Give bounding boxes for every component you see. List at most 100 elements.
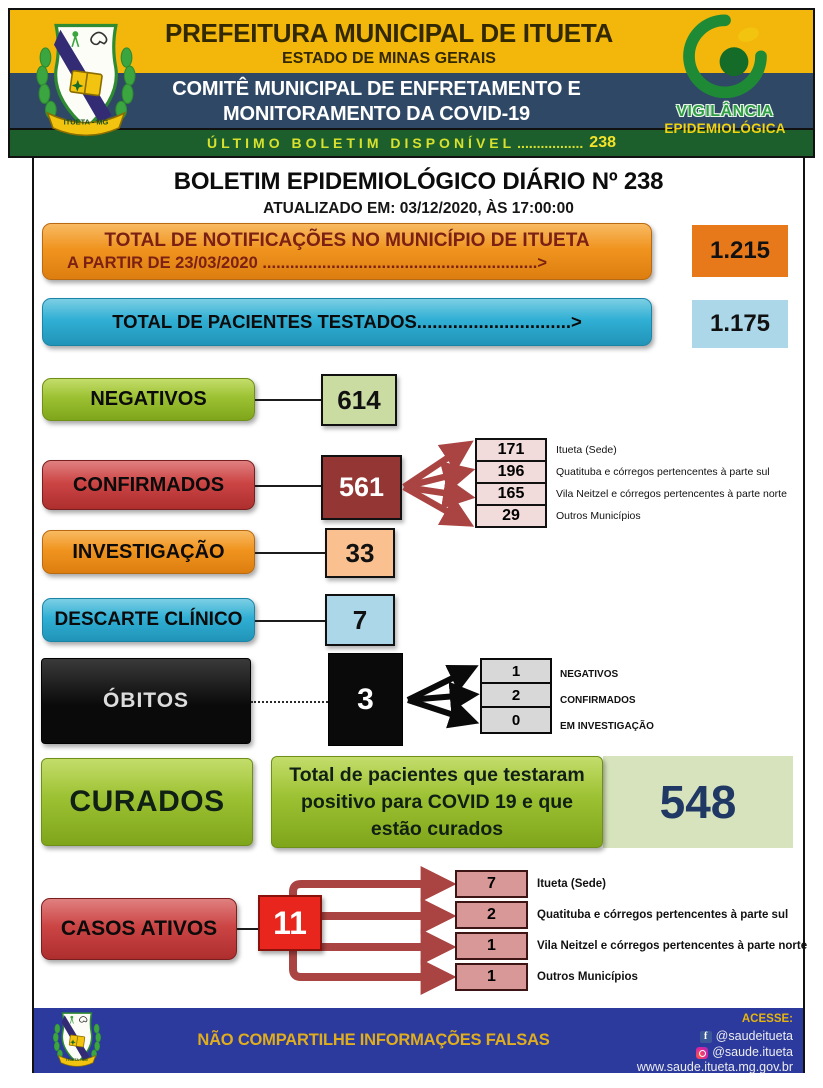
committee-band: COMITÊ MUNICIPAL DE ENFRETAMENTO E MONIT…: [10, 73, 813, 128]
breakdown-label: NEGATIVOS: [560, 669, 619, 680]
breakdown-value: 0: [482, 708, 550, 732]
breakdown-value: 1: [482, 660, 550, 684]
footer-message: NÃO COMPARTILHE INFORMAÇÕES FALSAS: [197, 1031, 550, 1049]
last-bulletin-dots: .................: [517, 135, 584, 151]
negativos-connector: [255, 399, 321, 401]
casos-ativos-value: 11: [258, 895, 322, 951]
confirmados-breakdown: 171 Itueta (Sede) 196 Quatituba e córreg…: [475, 438, 787, 528]
last-bulletin-number: 238: [589, 134, 616, 151]
estado-subtitle: ESTADO DE MINAS GERAIS: [282, 49, 496, 67]
city-crest-icon: [30, 17, 142, 145]
notifications-label-line2: A PARTIR DE 23/03/2020 .................…: [67, 254, 548, 272]
descarte-label: DESCARTE CLÍNICO: [54, 609, 243, 630]
instagram-handle: @saude.itueta: [712, 1045, 793, 1059]
breakdown-value: 171: [475, 438, 547, 462]
header: PREFEITURA MUNICIPAL DE ITUETA ESTADO DE…: [8, 8, 815, 158]
acesse-label: ACESSE:: [741, 1013, 793, 1025]
content: BOLETIM EPIDEMIOLÓGICO DIÁRIO Nº 238 ATU…: [32, 158, 807, 1075]
tested-banner: TOTAL DE PACIENTES TESTADOS.............…: [42, 298, 652, 346]
obitos-breakdown: 1 2 0: [480, 658, 552, 734]
confirmados-box: CONFIRMADOS: [42, 460, 255, 510]
curados-description: Total de pacientes que testaram positivo…: [289, 763, 585, 840]
breakdown-value: 2: [482, 684, 550, 708]
investigacao-connector: [255, 552, 325, 554]
breakdown-value: 2: [455, 901, 528, 929]
vigilancia-swoosh-icon: [683, 14, 767, 99]
breakdown-value: 196: [475, 460, 547, 484]
casos-ativos-arrows-icon: [289, 866, 457, 995]
facebook-icon: f: [699, 1030, 712, 1043]
tested-value: 1.175: [692, 300, 788, 348]
obitos-box: ÓBITOS: [41, 658, 251, 744]
breakdown-label: Vila Neitzel e córregos pertencentes à p…: [537, 940, 808, 952]
investigacao-value: 33: [325, 528, 395, 578]
breakdown-label: Outros Municípios: [537, 971, 638, 983]
breakdown-row: 171 Itueta (Sede): [475, 438, 787, 462]
descarte-box: DESCARTE CLÍNICO: [42, 598, 255, 642]
website-link[interactable]: www.saude.itueta.mg.gov.br: [636, 1060, 793, 1074]
obitos-connector: [251, 701, 328, 703]
investigacao-label: INVESTIGAÇÃO: [72, 540, 225, 563]
breakdown-label: Vila Neitzel e córregos pertencentes à p…: [556, 488, 787, 500]
breakdown-value: 7: [455, 870, 528, 898]
notifications-label-line1: TOTAL DE NOTIFICAÇÕES NO MUNICÍPIO DE IT…: [104, 230, 590, 251]
curados-label: CURADOS: [69, 785, 225, 818]
footer: NÃO COMPARTILHE INFORMAÇÕES FALSAS ACESS…: [34, 1008, 803, 1075]
vigilancia-word: VIGILÂNCIA: [676, 103, 774, 120]
obitos-arrows-icon: [406, 665, 480, 729]
casos-ativos-connector: [237, 928, 258, 930]
curados-description-box: Total de pacientes que testaram positivo…: [271, 756, 603, 848]
breakdown-value: 1: [455, 963, 528, 991]
instagram-icon: [696, 1046, 709, 1059]
breakdown-row: 29 Outros Municípios: [475, 504, 787, 528]
breakdown-value: 1: [455, 932, 528, 960]
breakdown-row: 165 Vila Neitzel e córregos pertencentes…: [475, 482, 787, 506]
investigacao-box: INVESTIGAÇÃO: [42, 530, 255, 574]
bulletin-title: BOLETIM EPIDEMIOLÓGICO DIÁRIO Nº 238: [173, 168, 664, 195]
breakdown-value: 165: [475, 482, 547, 506]
breakdown-label: Quatituba e córregos pertencentes à part…: [556, 466, 770, 478]
last-bulletin-band: ÚLTIMO BOLETIM DISPONÍVEL ..............…: [10, 128, 813, 156]
confirmados-value: 561: [321, 455, 402, 520]
committee-line2: MONITORAMENTO DA COVID-19: [223, 103, 530, 125]
prefeitura-title: PREFEITURA MUNICIPAL DE ITUETA: [165, 17, 613, 48]
obitos-value: 3: [328, 653, 403, 746]
breakdown-label: EM INVESTIGAÇÃO: [560, 721, 654, 732]
footer-links: ACESSE: f @saudeitueta @saude.itueta www…: [637, 1012, 793, 1075]
casos-ativos-box: CASOS ATIVOS: [41, 898, 237, 960]
negativos-box: NEGATIVOS: [42, 378, 255, 421]
facebook-link[interactable]: f @saudeitueta: [637, 1029, 793, 1044]
negativos-value: 614: [321, 374, 397, 426]
committee-line1: COMITÊ MUNICIPAL DE ENFRETAMENTO E: [172, 78, 581, 100]
breakdown-row: 7 Itueta (Sede): [455, 870, 807, 898]
facebook-handle: @saudeitueta: [715, 1029, 793, 1043]
obitos-breakdown-labels: NEGATIVOS CONFIRMADOS EM INVESTIGAÇÃO: [560, 662, 790, 740]
confirmados-label: CONFIRMADOS: [72, 473, 225, 496]
bulletin-updated: ATUALIZADO EM: 03/12/2020, ÀS 17:00:00: [263, 200, 574, 217]
descarte-connector: [255, 620, 325, 622]
curados-box: CURADOS: [41, 758, 253, 846]
breakdown-value: 29: [475, 504, 547, 528]
confirmados-connector: [255, 485, 321, 487]
descarte-value: 7: [325, 594, 395, 646]
footer-crest-icon: [48, 1009, 106, 1071]
header-yellow-band: PREFEITURA MUNICIPAL DE ITUETA ESTADO DE…: [10, 10, 813, 73]
breakdown-label: CONFIRMADOS: [560, 695, 636, 706]
breakdown-label: Itueta (Sede): [556, 444, 617, 456]
instagram-link[interactable]: @saude.itueta: [637, 1045, 793, 1060]
notifications-value: 1.215: [692, 225, 788, 277]
breakdown-label: Itueta (Sede): [537, 878, 607, 890]
negativos-label: NEGATIVOS: [90, 388, 207, 410]
breakdown-row: 1 Vila Neitzel e córregos pertencentes à…: [455, 932, 807, 960]
last-bulletin-label: ÚLTIMO BOLETIM DISPONÍVEL: [206, 135, 516, 151]
casos-ativos-breakdown: 7 Itueta (Sede) 2 Quatituba e córregos p…: [455, 870, 807, 991]
curados-value: 548: [603, 756, 793, 848]
confirmados-arrows-icon: [402, 440, 476, 527]
breakdown-row: 1 Outros Municípios: [455, 963, 807, 991]
breakdown-row: 196 Quatituba e córregos pertencentes à …: [475, 460, 787, 484]
breakdown-row: 2 Quatituba e córregos pertencentes à pa…: [455, 901, 807, 929]
tested-label: TOTAL DE PACIENTES TESTADOS.............…: [112, 311, 582, 332]
notifications-banner: TOTAL DE NOTIFICAÇÕES NO MUNICÍPIO DE IT…: [42, 223, 652, 280]
breakdown-label: Quatituba e córregos pertencentes à part…: [537, 909, 789, 921]
